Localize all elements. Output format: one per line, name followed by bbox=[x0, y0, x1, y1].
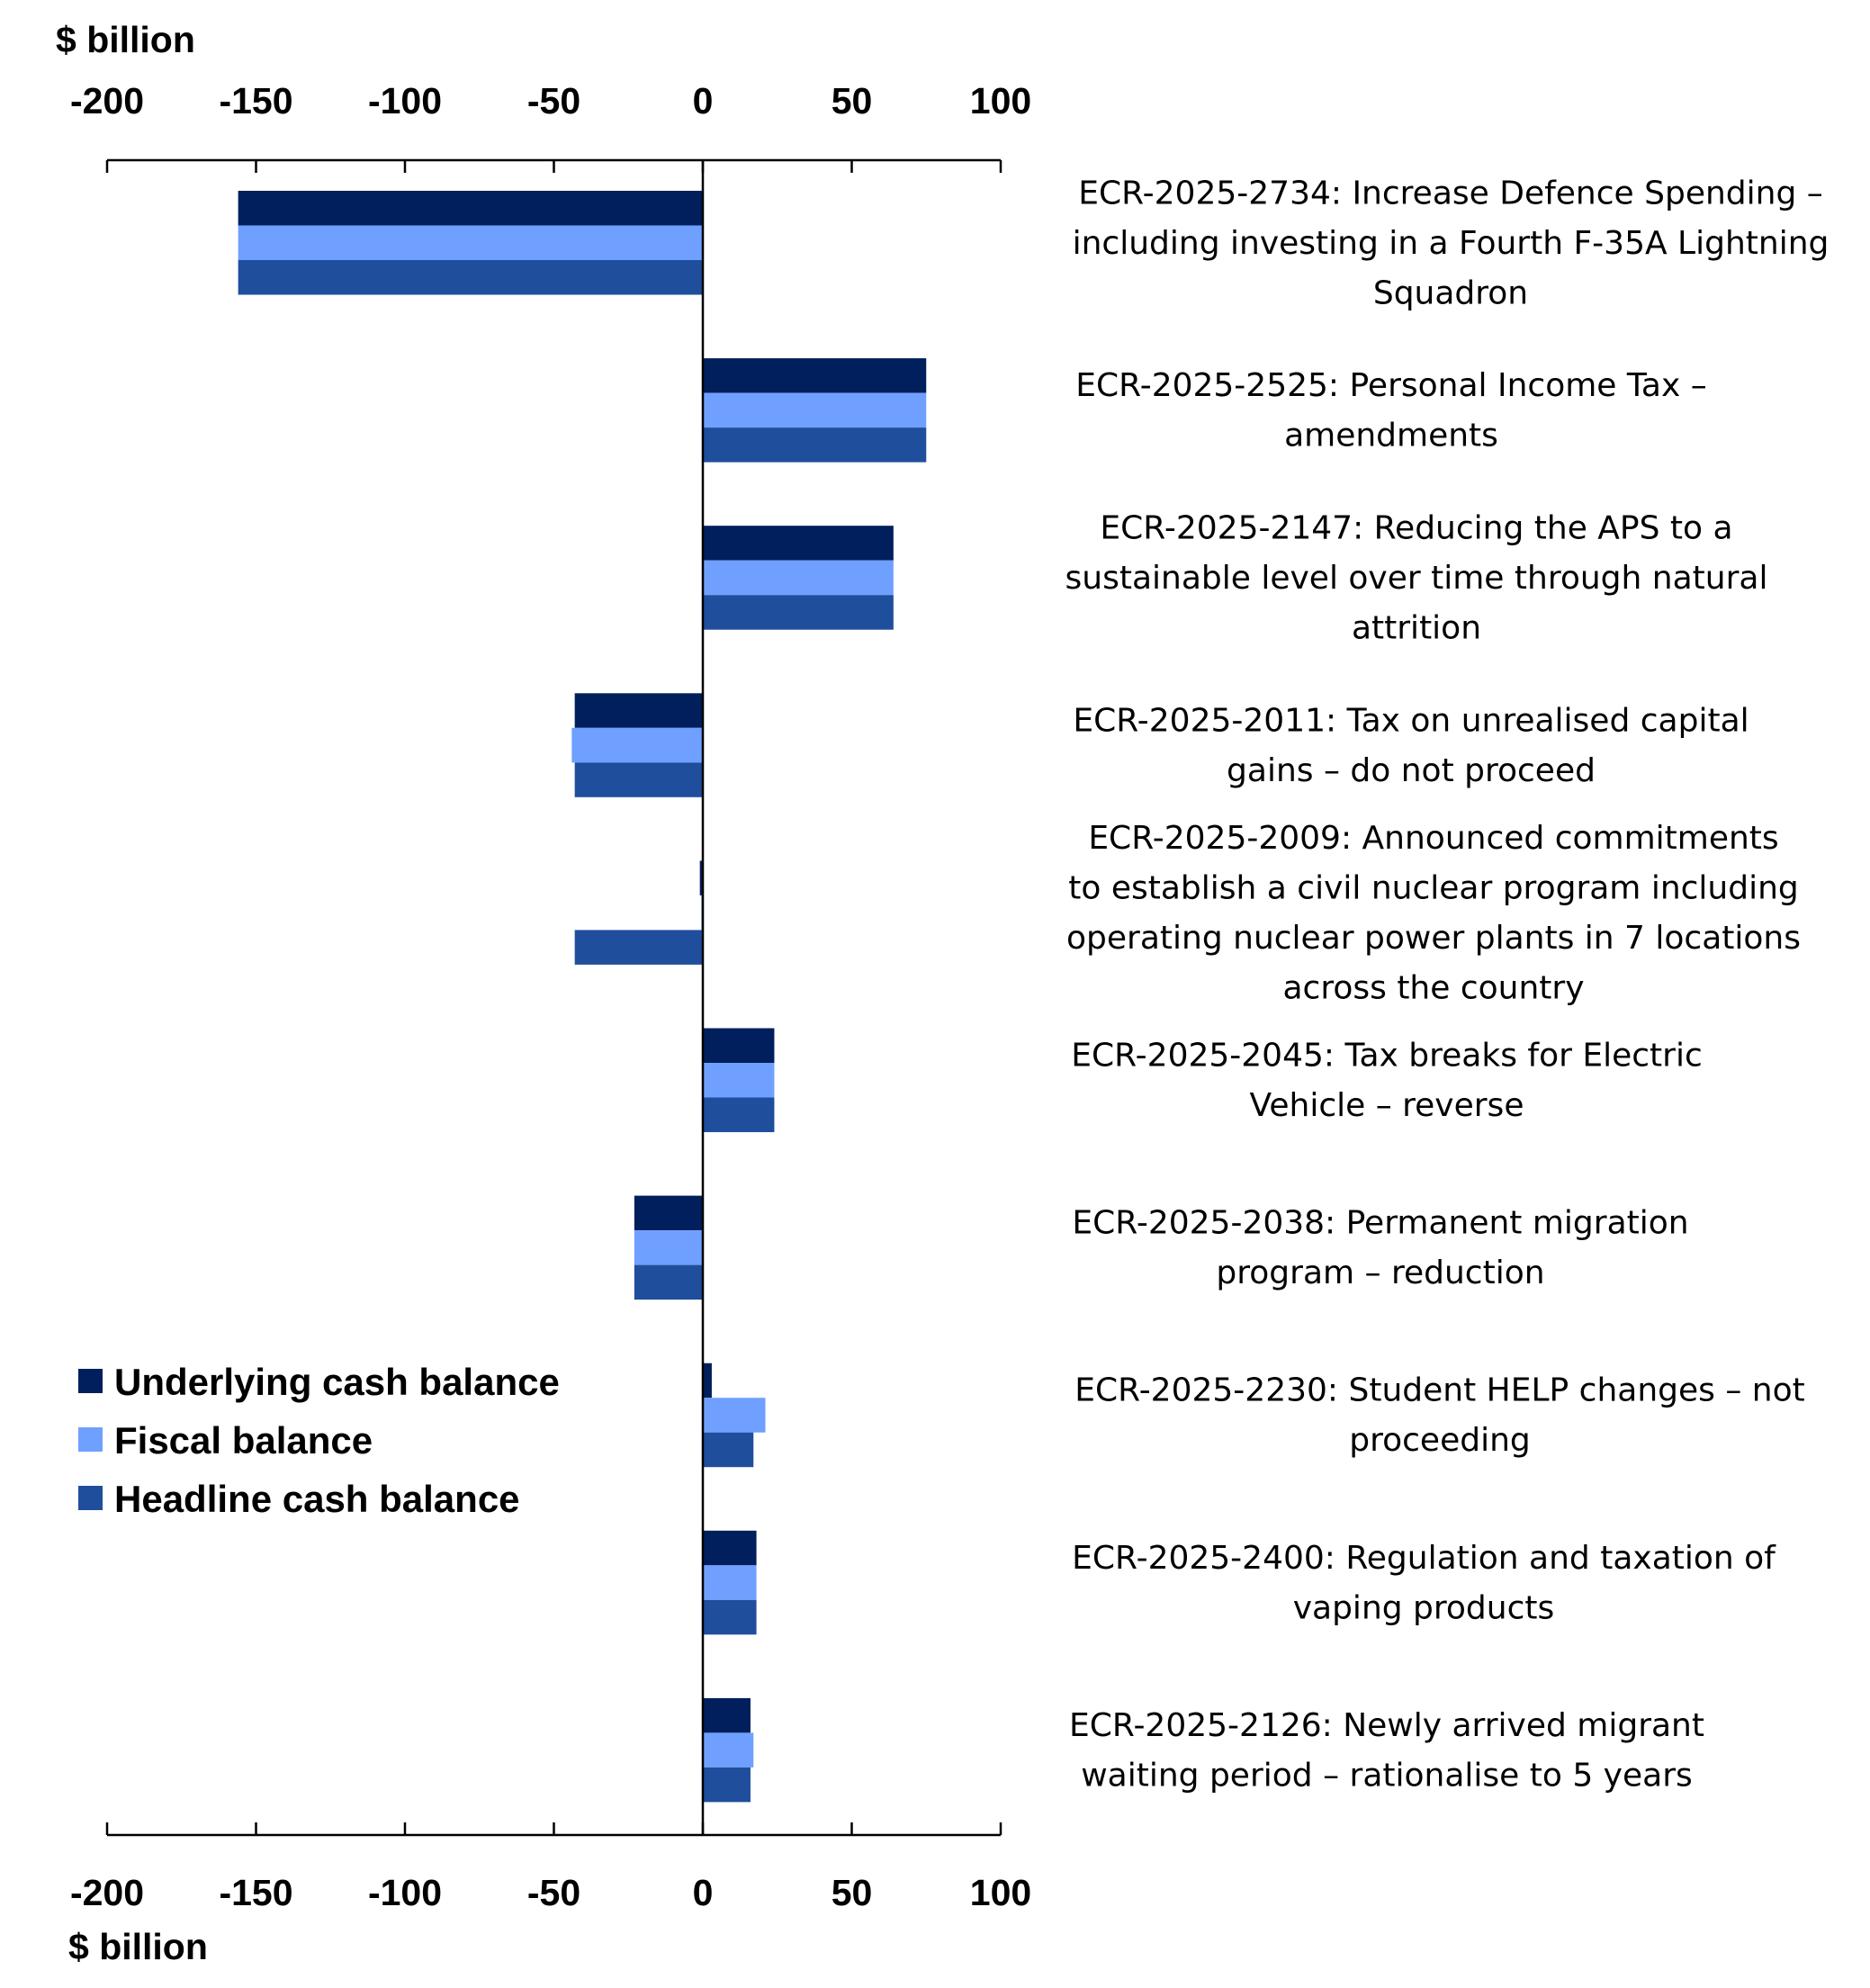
legend-swatch-3 bbox=[78, 1486, 103, 1510]
legend: Underlying cash balance Fiscal balance Hea… bbox=[78, 1361, 560, 1520]
x-tick-label-top: -150 bbox=[219, 80, 292, 121]
category-label-7-line-1: ECR-2025-2038: Permanent migration bbox=[1072, 1205, 1688, 1242]
category-label-3-line-1: ECR-2025-2147: Reducing the APS to a bbox=[1100, 509, 1732, 546]
bar-headline-cash-balance-10 bbox=[703, 1767, 751, 1803]
x-tick-label-bottom: -200 bbox=[70, 1872, 144, 1913]
category-label-5-line-3: operating nuclear power plants in 7 loca… bbox=[1066, 920, 1801, 957]
bar-underlying-cash-balance-9 bbox=[703, 1530, 757, 1566]
bar-fiscal-balance-3 bbox=[703, 560, 894, 596]
legend-swatch-1 bbox=[78, 1369, 103, 1393]
bar-fiscal-balance-7 bbox=[634, 1230, 703, 1265]
legend-label-3: Headline cash balance bbox=[114, 1478, 520, 1520]
bar-headline-cash-balance-5 bbox=[574, 930, 703, 965]
x-tick-label-top: -50 bbox=[527, 80, 580, 121]
bar-headline-cash-balance-4 bbox=[574, 762, 703, 797]
category-label-1-line-2: including investing in a Fourth F-35A Li… bbox=[1073, 225, 1830, 262]
category-label-1-line-3: Squadron bbox=[1373, 274, 1528, 311]
legend-label-2: Fiscal balance bbox=[114, 1419, 373, 1462]
x-tick-label-bottom: -50 bbox=[527, 1872, 580, 1913]
bar-fiscal-balance-8 bbox=[703, 1398, 766, 1433]
category-label-5-line-1: ECR-2025-2009: Announced commitments bbox=[1088, 820, 1778, 857]
bars-group bbox=[238, 191, 927, 1803]
x-axis-label-bottom: $ billion bbox=[68, 1926, 208, 1967]
x-tick-label-top: 50 bbox=[832, 80, 873, 121]
bar-fiscal-balance-2 bbox=[703, 392, 927, 428]
x-tick-label-bottom: -100 bbox=[368, 1872, 442, 1913]
bar-fiscal-balance-6 bbox=[703, 1063, 775, 1098]
bar-headline-cash-balance-7 bbox=[634, 1264, 703, 1300]
category-label-6-line-2: Vehicle – reverse bbox=[1250, 1087, 1524, 1124]
category-label-5-line-4: across the country bbox=[1282, 969, 1584, 1006]
category-label-2-line-1: ECR-2025-2525: Personal Income Tax – bbox=[1075, 367, 1706, 404]
bar-underlying-cash-balance-10 bbox=[703, 1697, 751, 1733]
bar-headline-cash-balance-9 bbox=[703, 1599, 757, 1635]
bar-underlying-cash-balance-8 bbox=[703, 1363, 712, 1399]
bar-fiscal-balance-1 bbox=[238, 225, 703, 260]
category-label-10-line-2: waiting period – rationalise to 5 years bbox=[1081, 1757, 1693, 1794]
category-label-8-line-2: proceeding bbox=[1349, 1422, 1531, 1459]
bar-headline-cash-balance-1 bbox=[238, 260, 703, 295]
bar-underlying-cash-balance-5 bbox=[699, 860, 703, 895]
x-tick-label-top: -100 bbox=[368, 80, 442, 121]
bar-fiscal-balance-9 bbox=[703, 1565, 757, 1600]
bar-underlying-cash-balance-3 bbox=[703, 526, 894, 561]
bar-underlying-cash-balance-2 bbox=[703, 358, 927, 393]
x-tick-label-bottom: -150 bbox=[219, 1872, 292, 1913]
bar-headline-cash-balance-8 bbox=[703, 1432, 754, 1468]
x-tick-label-bottom: 0 bbox=[693, 1872, 714, 1913]
bar-headline-cash-balance-2 bbox=[703, 427, 927, 463]
legend-swatch-2 bbox=[78, 1427, 103, 1452]
category-label-3-line-3: attrition bbox=[1352, 609, 1481, 646]
bar-underlying-cash-balance-1 bbox=[238, 191, 703, 226]
category-label-10-line-1: ECR-2025-2126: Newly arrived migrant bbox=[1069, 1707, 1704, 1744]
bar-underlying-cash-balance-7 bbox=[634, 1195, 703, 1231]
x-tick-label-bottom: 100 bbox=[970, 1872, 1031, 1913]
bar-underlying-cash-balance-6 bbox=[703, 1028, 775, 1063]
bar-fiscal-balance-4 bbox=[571, 727, 703, 763]
category-label-2-line-2: amendments bbox=[1284, 418, 1498, 454]
category-label-8-line-1: ECR-2025-2230: Student HELP changes – no… bbox=[1074, 1372, 1805, 1409]
legend-label-1: Underlying cash balance bbox=[114, 1361, 560, 1403]
category-label-1-line-1: ECR-2025-2734: Increase Defence Spending… bbox=[1078, 175, 1823, 211]
category-labels: ECR-2025-2734: Increase Defence Spending… bbox=[1065, 175, 1830, 1794]
category-label-9-line-1: ECR-2025-2400: Regulation and taxation o… bbox=[1072, 1540, 1776, 1577]
category-label-6-line-1: ECR-2025-2045: Tax breaks for Electric bbox=[1071, 1038, 1703, 1075]
category-label-4-line-2: gains – do not proceed bbox=[1227, 752, 1596, 789]
category-label-4-line-1: ECR-2025-2011: Tax on unrealised capital bbox=[1073, 702, 1749, 739]
axes-group: -200 -200 -150 -150 -100 -100 -50 -50 0 0 50 50 100 1… bbox=[70, 80, 1031, 1913]
bar-headline-cash-balance-6 bbox=[703, 1097, 775, 1132]
x-axis-label-top: $ billion bbox=[56, 19, 195, 60]
bar-fiscal-balance-10 bbox=[703, 1732, 754, 1768]
x-tick-label-top: -200 bbox=[70, 80, 144, 121]
x-tick-label-top: 0 bbox=[693, 80, 714, 121]
category-label-3-line-2: sustainable level over time through natu… bbox=[1065, 560, 1768, 597]
bar-underlying-cash-balance-4 bbox=[574, 693, 703, 728]
x-tick-label-bottom: 50 bbox=[832, 1872, 873, 1913]
category-label-9-line-2: vaping products bbox=[1293, 1589, 1555, 1626]
bar-headline-cash-balance-3 bbox=[703, 595, 894, 630]
category-label-7-line-2: program – reduction bbox=[1216, 1255, 1544, 1291]
category-label-5-line-2: to establish a civil nuclear program inc… bbox=[1068, 869, 1799, 906]
x-tick-label-top: 100 bbox=[970, 80, 1031, 121]
